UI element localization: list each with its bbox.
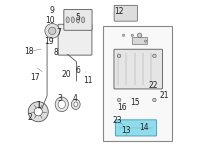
Ellipse shape <box>76 17 80 23</box>
FancyBboxPatch shape <box>114 49 162 89</box>
Text: 4: 4 <box>73 94 77 103</box>
Circle shape <box>34 108 42 116</box>
Text: 21: 21 <box>160 91 169 100</box>
FancyBboxPatch shape <box>114 5 137 21</box>
Text: 3: 3 <box>58 94 63 103</box>
Circle shape <box>137 33 142 37</box>
Circle shape <box>153 54 156 58</box>
Circle shape <box>153 98 156 102</box>
FancyBboxPatch shape <box>115 120 157 136</box>
Circle shape <box>144 40 147 42</box>
Ellipse shape <box>74 102 78 107</box>
Circle shape <box>117 98 121 102</box>
Bar <box>103 26 172 141</box>
Circle shape <box>117 54 121 58</box>
Ellipse shape <box>81 17 85 23</box>
Text: 6: 6 <box>76 66 80 75</box>
Text: 13: 13 <box>122 126 131 135</box>
Text: 20: 20 <box>61 70 71 80</box>
Ellipse shape <box>55 97 68 112</box>
Text: 19: 19 <box>44 37 53 46</box>
Text: 9: 9 <box>49 6 54 15</box>
Ellipse shape <box>58 100 65 108</box>
Ellipse shape <box>71 17 74 23</box>
Ellipse shape <box>71 99 80 110</box>
Circle shape <box>122 34 125 36</box>
Text: 1: 1 <box>36 101 41 110</box>
Text: 16: 16 <box>117 103 127 112</box>
Text: 11: 11 <box>83 76 93 85</box>
Text: 22: 22 <box>148 81 158 90</box>
Text: 10: 10 <box>45 16 55 25</box>
Text: 12: 12 <box>114 7 124 16</box>
Text: 18: 18 <box>25 47 34 56</box>
Text: 5: 5 <box>76 13 80 22</box>
Text: 14: 14 <box>139 123 149 132</box>
Circle shape <box>28 102 48 122</box>
Bar <box>132 37 147 44</box>
Circle shape <box>45 24 60 38</box>
Circle shape <box>131 34 134 36</box>
Text: 7: 7 <box>56 28 61 37</box>
Ellipse shape <box>66 17 69 23</box>
Text: 8: 8 <box>54 48 58 57</box>
Circle shape <box>49 27 56 35</box>
Text: 15: 15 <box>130 98 140 107</box>
Text: 23: 23 <box>113 116 122 125</box>
FancyBboxPatch shape <box>58 24 92 55</box>
Text: 17: 17 <box>31 73 40 82</box>
FancyBboxPatch shape <box>64 9 92 30</box>
Text: 2: 2 <box>27 113 32 122</box>
